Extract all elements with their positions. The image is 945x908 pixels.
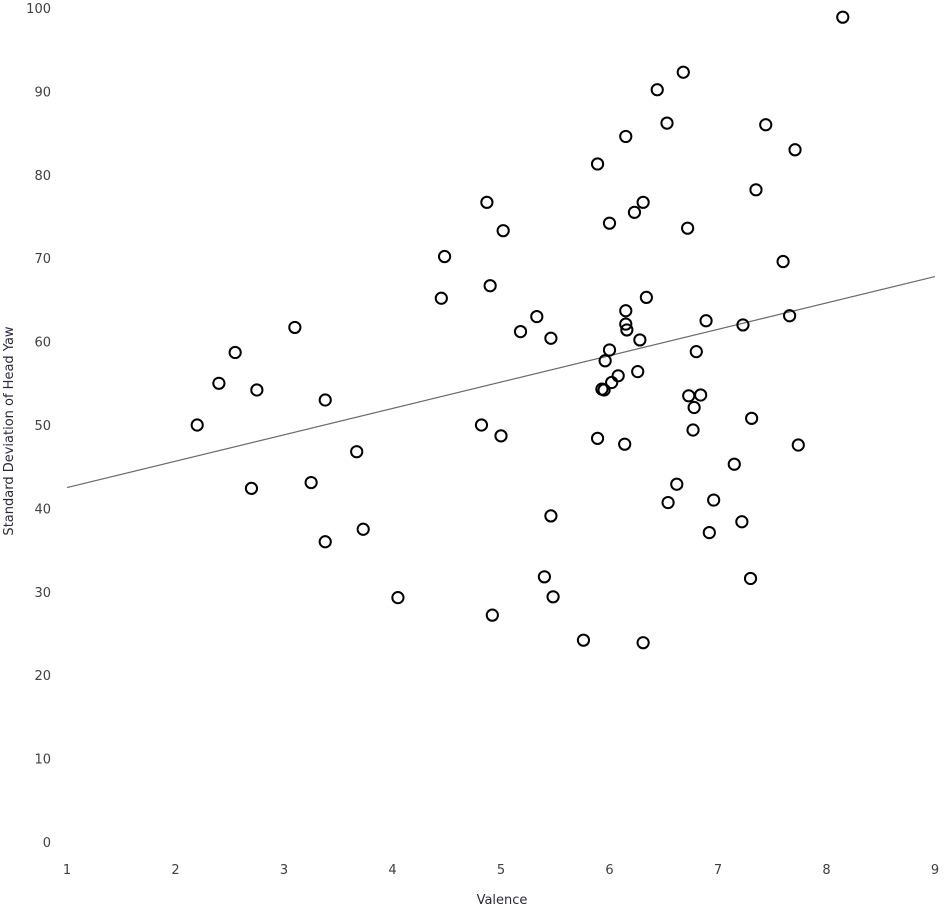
data-point bbox=[702, 525, 716, 540]
data-point bbox=[836, 10, 850, 24]
data-point bbox=[670, 477, 684, 491]
data-point bbox=[190, 418, 204, 432]
data-point bbox=[537, 570, 552, 584]
data-point bbox=[288, 320, 302, 335]
data-point bbox=[496, 224, 510, 238]
data-points bbox=[190, 10, 850, 650]
x-axis-title: Valence bbox=[477, 893, 528, 908]
data-point bbox=[735, 515, 749, 529]
trend-line bbox=[66, 275, 936, 489]
data-point bbox=[743, 571, 758, 586]
y-tick-label: 40 bbox=[34, 502, 51, 517]
data-point bbox=[686, 423, 700, 437]
y-tick-label: 30 bbox=[34, 586, 51, 601]
data-point bbox=[689, 345, 703, 359]
data-point bbox=[318, 393, 332, 407]
data-point bbox=[749, 183, 763, 197]
data-point bbox=[788, 143, 802, 157]
data-point bbox=[437, 249, 452, 264]
y-tick-label: 0 bbox=[43, 836, 51, 851]
y-tick-label: 100 bbox=[26, 2, 51, 17]
data-point bbox=[494, 429, 508, 443]
data-point bbox=[650, 83, 664, 97]
y-tick-label: 60 bbox=[34, 336, 51, 351]
data-point bbox=[727, 457, 741, 471]
data-point bbox=[602, 343, 617, 357]
data-point bbox=[513, 324, 528, 339]
data-point bbox=[212, 376, 226, 390]
data-point bbox=[318, 535, 332, 549]
data-point bbox=[687, 400, 701, 415]
data-point bbox=[590, 431, 605, 445]
data-point bbox=[707, 493, 721, 507]
data-point bbox=[605, 375, 619, 390]
data-point bbox=[530, 309, 544, 324]
data-point bbox=[618, 437, 632, 451]
x-tick-label: 6 bbox=[605, 863, 613, 878]
y-tick-label: 70 bbox=[34, 252, 51, 267]
data-point bbox=[544, 331, 558, 345]
x-tick-label: 1 bbox=[63, 863, 71, 878]
data-point bbox=[699, 314, 713, 328]
data-point bbox=[745, 411, 759, 425]
data-point bbox=[590, 157, 605, 171]
data-point bbox=[391, 591, 405, 605]
x-tick-label: 8 bbox=[822, 863, 830, 878]
data-point bbox=[736, 318, 750, 332]
data-point bbox=[676, 65, 690, 79]
x-axis-tick-labels: 1 2 3 4 5 6 7 8 9 bbox=[63, 863, 939, 878]
data-point bbox=[636, 195, 650, 209]
data-point bbox=[661, 495, 675, 510]
data-point bbox=[636, 636, 650, 650]
data-point bbox=[474, 418, 489, 432]
x-tick-label: 4 bbox=[388, 863, 396, 878]
data-point bbox=[304, 475, 318, 490]
y-tick-label: 90 bbox=[34, 85, 51, 100]
data-point bbox=[627, 205, 642, 219]
data-point bbox=[228, 345, 242, 360]
data-point bbox=[485, 608, 499, 622]
data-point bbox=[681, 221, 695, 235]
data-point bbox=[619, 304, 633, 318]
data-point bbox=[783, 309, 797, 323]
data-point bbox=[639, 290, 653, 304]
data-point bbox=[350, 445, 364, 459]
data-point bbox=[633, 333, 647, 347]
data-point bbox=[598, 354, 612, 368]
data-point bbox=[619, 129, 633, 144]
data-point bbox=[250, 383, 264, 397]
x-tick-label: 5 bbox=[497, 863, 505, 878]
data-point bbox=[776, 254, 790, 269]
x-tick-label: 3 bbox=[280, 863, 288, 878]
data-point bbox=[356, 522, 370, 536]
x-tick-label: 7 bbox=[714, 863, 722, 878]
data-point bbox=[483, 279, 497, 293]
y-tick-label: 20 bbox=[34, 669, 51, 684]
data-point bbox=[660, 116, 674, 130]
data-point bbox=[620, 323, 634, 337]
data-point bbox=[597, 383, 611, 397]
data-point bbox=[244, 481, 259, 495]
data-point bbox=[544, 509, 558, 523]
data-point bbox=[576, 633, 591, 647]
data-point bbox=[480, 195, 494, 209]
data-point bbox=[611, 369, 625, 383]
y-axis-tick-labels: 0 10 20 30 40 50 60 70 80 90 100 bbox=[26, 2, 51, 851]
data-point bbox=[791, 438, 805, 452]
x-tick-label: 2 bbox=[171, 863, 179, 878]
data-point bbox=[434, 291, 448, 305]
x-tick-label: 9 bbox=[931, 863, 939, 878]
data-point bbox=[682, 389, 696, 403]
y-tick-label: 50 bbox=[34, 419, 51, 434]
data-point bbox=[631, 365, 645, 379]
data-point bbox=[602, 216, 617, 230]
y-tick-label: 10 bbox=[34, 753, 51, 768]
data-point bbox=[546, 590, 560, 604]
data-point bbox=[759, 118, 773, 132]
data-point bbox=[694, 388, 708, 402]
data-point bbox=[619, 317, 633, 331]
y-tick-label: 80 bbox=[34, 169, 51, 184]
y-axis-title: Standard Deviation of Head Yaw bbox=[2, 326, 17, 535]
